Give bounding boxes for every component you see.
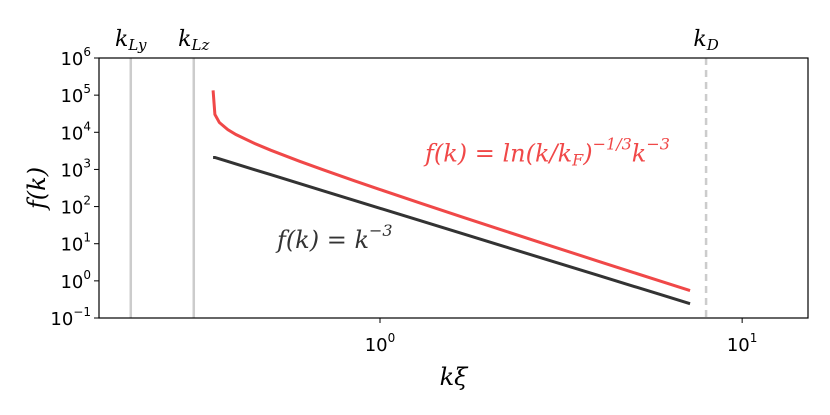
tick-base: 10 <box>60 123 83 144</box>
tick-base: 10 <box>60 160 83 181</box>
label-part: k <box>632 139 647 167</box>
y-tick-label: 102 <box>60 193 91 219</box>
tick-base: 10 <box>365 335 388 356</box>
reference-label: kLy <box>115 27 147 54</box>
reference-label: kLz <box>178 27 209 54</box>
tick-exp: 0 <box>388 331 396 345</box>
tick-base: 10 <box>60 198 83 219</box>
label-part: −1/3 <box>593 134 632 153</box>
tick-exp: 6 <box>83 45 91 59</box>
tick-base: 10 <box>50 309 73 330</box>
x-tick-label: 101 <box>727 331 758 357</box>
label-base: k <box>693 27 706 52</box>
tick-base: 10 <box>727 335 750 356</box>
tick-exp: −1 <box>73 305 91 319</box>
label-sub: D <box>706 36 719 54</box>
tick-exp: 3 <box>83 156 91 170</box>
tick-exp: 2 <box>83 193 91 207</box>
tick-exp: 5 <box>83 82 91 96</box>
series-line <box>213 155 691 306</box>
label-part: f(k) = k <box>275 225 369 253</box>
y-axis-label: f(k) <box>23 167 51 211</box>
label-part: ) <box>582 139 592 167</box>
tick-exp: 1 <box>750 331 758 345</box>
label-base: f(k) <box>23 167 51 211</box>
tick-base: 10 <box>60 235 83 256</box>
label-base: k <box>115 27 128 52</box>
tick-base: 10 <box>60 49 83 70</box>
series-label: f(k) = ln(k/kF)−1/3k−3 <box>423 134 670 169</box>
tick-exp: 0 <box>83 267 91 281</box>
label-part: f(k) = ln(k/k <box>423 139 572 167</box>
plot-frame <box>98 57 809 319</box>
tick-exp: 1 <box>83 230 91 244</box>
tick-base: 10 <box>60 86 83 107</box>
label-part: −3 <box>646 134 670 153</box>
y-tick-label: 100 <box>60 267 91 293</box>
series-line <box>211 90 691 293</box>
y-tick-label: 101 <box>60 230 91 256</box>
series-label: f(k) = k−3 <box>275 220 393 253</box>
y-tick-label: 10−1 <box>50 305 91 331</box>
label-sub: Ly <box>127 36 147 54</box>
label-sub: Lz <box>191 36 210 54</box>
reference-label: kD <box>693 27 718 54</box>
label-base: kξ <box>440 363 470 391</box>
y-tick-label: 104 <box>60 119 91 145</box>
y-tick-label: 103 <box>60 156 91 182</box>
tick-exp: 4 <box>83 119 91 133</box>
label-part: −3 <box>369 220 393 239</box>
label-part: F <box>571 150 584 169</box>
label-base: k <box>178 27 191 52</box>
x-tick-label: 100 <box>365 331 396 357</box>
x-axis-label: kξ <box>440 363 470 391</box>
y-tick-label: 106 <box>60 45 91 71</box>
tick-base: 10 <box>60 272 83 293</box>
y-tick-label: 105 <box>60 82 91 108</box>
